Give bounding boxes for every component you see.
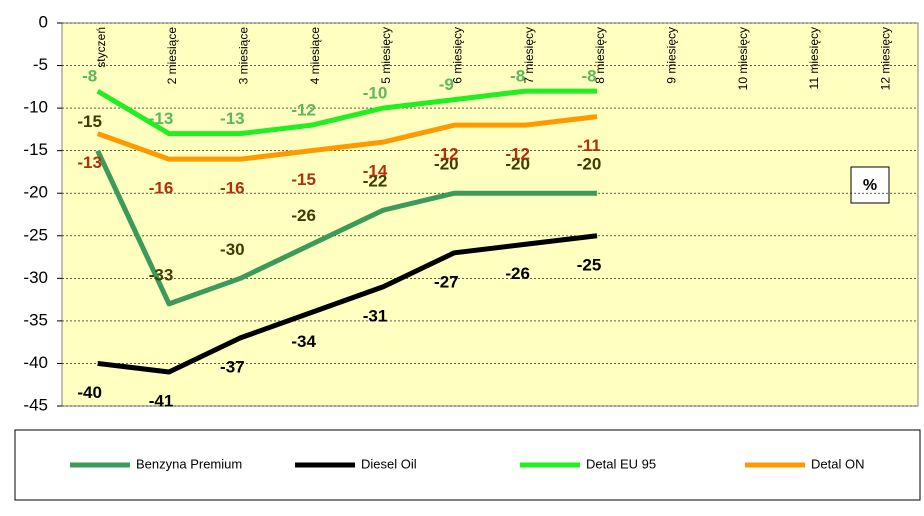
- data-label: -10: [363, 84, 388, 103]
- data-label: -13: [149, 109, 174, 128]
- data-label: -16: [149, 179, 174, 198]
- x-tick-label: 6 miesięcy: [451, 27, 465, 84]
- y-tick-label: 0: [39, 12, 48, 31]
- x-tick-label: 8 miesięcy: [593, 27, 607, 84]
- x-tick-label: 4 miesiące: [308, 27, 322, 85]
- data-label: -27: [434, 272, 459, 291]
- data-label: -8: [82, 67, 97, 86]
- data-label: -15: [77, 112, 102, 131]
- unit-box: [850, 166, 890, 204]
- legend-label: Detal ON: [811, 456, 864, 471]
- data-label: -37: [220, 357, 245, 376]
- x-tick-label: 12 miesięcy: [879, 27, 893, 90]
- data-label: -22: [363, 172, 388, 191]
- data-label: -20: [505, 155, 530, 174]
- series-line: [95, 149, 597, 307]
- data-label: -13: [220, 109, 245, 128]
- series-line: [96, 88, 597, 137]
- unit-label: %: [863, 177, 877, 194]
- data-label: -15: [291, 170, 316, 189]
- data-label: -20: [577, 155, 602, 174]
- data-label: -30: [220, 240, 245, 259]
- x-tick-label: 7 miesięcy: [522, 27, 536, 84]
- x-tick-label: 9 miesięcy: [665, 27, 679, 84]
- y-tick-label: -30: [23, 268, 48, 287]
- data-label: -13: [77, 153, 102, 172]
- plot-area: [61, 22, 919, 407]
- data-label: -34: [291, 332, 316, 351]
- x-tick-label: 3 miesiące: [237, 27, 251, 85]
- data-label: -40: [77, 383, 102, 402]
- x-tick-label: 10 miesięcy: [736, 27, 750, 90]
- y-tick-label: -10: [23, 98, 48, 117]
- legend-label: Benzyna Premium: [136, 456, 242, 471]
- data-label: -16: [220, 179, 245, 198]
- y-tick-label: -45: [23, 395, 48, 414]
- y-tick-label: -25: [23, 225, 48, 244]
- y-tick-label: -35: [23, 310, 48, 329]
- y-tick-label: -40: [23, 353, 48, 372]
- data-label: -8: [510, 67, 525, 86]
- series-line: [96, 114, 598, 162]
- data-label: -12: [505, 145, 530, 164]
- data-label: -26: [505, 264, 530, 283]
- x-tick-label: 5 miesięcy: [379, 27, 393, 84]
- y-tick-label: -15: [23, 140, 48, 159]
- data-label: -9: [439, 75, 454, 94]
- y-tick-label: -20: [23, 183, 48, 202]
- data-label: -12: [434, 145, 459, 164]
- x-tick-label: 11 miesięcy: [807, 27, 821, 89]
- x-tick-label: styczeń: [94, 27, 108, 68]
- data-label: -26: [291, 206, 316, 225]
- data-label: -11: [577, 136, 601, 155]
- data-label: -31: [363, 306, 388, 325]
- data-label: -12: [291, 101, 316, 120]
- data-label: -20: [434, 155, 459, 174]
- legend-label: Diesel Oil: [361, 456, 417, 471]
- data-label: -25: [577, 255, 602, 274]
- y-tick-label: -5: [33, 55, 48, 74]
- data-label: -41: [149, 391, 174, 410]
- data-label: -33: [149, 265, 174, 284]
- series-line: [97, 233, 598, 375]
- data-label: -8: [581, 67, 596, 86]
- data-label: -14: [363, 162, 388, 181]
- legend-label: Detal EU 95: [586, 456, 656, 471]
- x-tick-label: 2 miesiące: [165, 27, 179, 85]
